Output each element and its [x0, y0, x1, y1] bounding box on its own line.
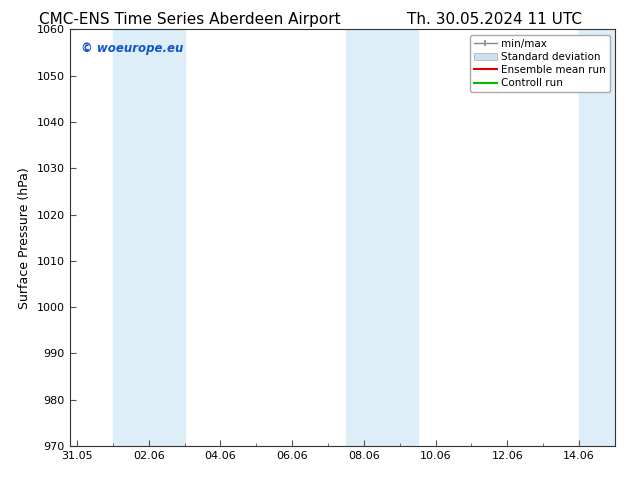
- Text: CMC-ENS Time Series Aberdeen Airport: CMC-ENS Time Series Aberdeen Airport: [39, 12, 341, 27]
- Legend: min/max, Standard deviation, Ensemble mean run, Controll run: min/max, Standard deviation, Ensemble me…: [470, 35, 610, 92]
- Text: © woeurope.eu: © woeurope.eu: [81, 42, 183, 55]
- Bar: [346, 29, 418, 446]
- Bar: [113, 29, 184, 446]
- Text: Th. 30.05.2024 11 UTC: Th. 30.05.2024 11 UTC: [407, 12, 582, 27]
- Y-axis label: Surface Pressure (hPa): Surface Pressure (hPa): [18, 167, 31, 309]
- Bar: [579, 29, 615, 446]
